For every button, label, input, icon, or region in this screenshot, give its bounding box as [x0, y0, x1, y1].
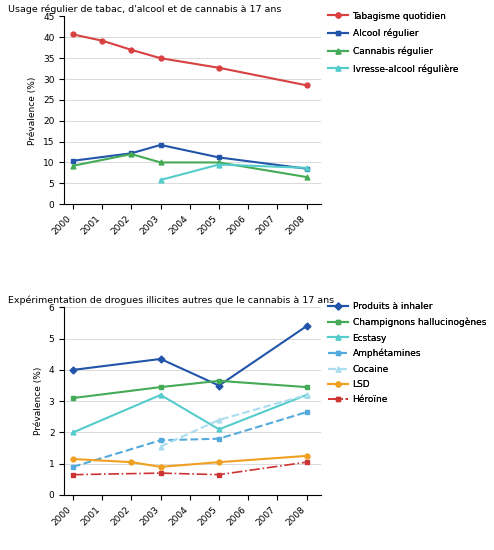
LSD [128, 459, 134, 465]
Line: Alcool régulier: Alcool régulier [71, 142, 309, 171]
Ivresse-alcool régulière [304, 164, 310, 171]
LSD [304, 453, 310, 459]
Y-axis label: Prévalence (%): Prévalence (%) [29, 76, 38, 145]
Amphétamines [216, 436, 222, 442]
Produits à inhaler [70, 367, 76, 373]
Alcool régulier [128, 150, 134, 157]
Cannabis régulier [304, 174, 310, 180]
Line: Amphétamines: Amphétamines [71, 410, 309, 469]
Cannabis régulier [128, 151, 134, 157]
Line: Champignons hallucinogènes: Champignons hallucinogènes [71, 378, 309, 400]
Ecstasy [216, 426, 222, 433]
Text: Expérimentation de drogues illicites autres que le cannabis à 17 ans: Expérimentation de drogues illicites aut… [8, 296, 334, 305]
Champignons hallucinogènes [304, 384, 310, 390]
Cocaine [158, 443, 164, 450]
Line: Ecstasy: Ecstasy [71, 393, 309, 435]
Y-axis label: Prévalence (%): Prévalence (%) [34, 367, 43, 436]
Ecstasy [158, 392, 164, 398]
Héroïne [158, 470, 164, 476]
Amphétamines [70, 464, 76, 470]
Champignons hallucinogènes [158, 384, 164, 390]
Tabagisme quotidien [128, 47, 134, 53]
Tabagisme quotidien [304, 82, 310, 89]
Héroïne [216, 471, 222, 478]
Produits à inhaler [158, 356, 164, 362]
Produits à inhaler [304, 323, 310, 329]
Cannabis régulier [158, 159, 164, 166]
LSD [70, 456, 76, 463]
Tabagisme quotidien [216, 64, 222, 71]
Line: Cannabis régulier: Cannabis régulier [71, 152, 309, 179]
Alcool régulier [216, 154, 222, 161]
Alcool régulier [70, 157, 76, 164]
LSD [158, 464, 164, 470]
Héroïne [304, 459, 310, 465]
Line: Héroïne: Héroïne [71, 460, 309, 477]
Legend: Produits à inhaler, Champignons hallucinogènes, Ecstasy, Amphétamines, Cocaine, : Produits à inhaler, Champignons hallucin… [328, 302, 486, 404]
Ecstasy [304, 392, 310, 398]
Tabagisme quotidien [70, 31, 76, 38]
LSD [216, 459, 222, 465]
Line: Tabagisme quotidien: Tabagisme quotidien [71, 32, 309, 88]
Alcool régulier [304, 166, 310, 172]
Produits à inhaler [216, 382, 222, 389]
Héroïne [70, 471, 76, 478]
Ecstasy [70, 429, 76, 436]
Ivresse-alcool régulière [216, 161, 222, 168]
Cocaine [216, 417, 222, 424]
Line: Ivresse-alcool régulière: Ivresse-alcool régulière [158, 162, 309, 183]
Champignons hallucinogènes [216, 377, 222, 384]
Line: Cocaine: Cocaine [158, 393, 309, 449]
Tabagisme quotidien [99, 37, 105, 44]
Alcool régulier [158, 142, 164, 148]
Cocaine [304, 392, 310, 398]
Legend: Tabagisme quotidien, Alcool régulier, Cannabis régulier, Ivresse-alcool régulièr: Tabagisme quotidien, Alcool régulier, Ca… [328, 12, 458, 74]
Amphétamines [304, 409, 310, 415]
Champignons hallucinogènes [70, 395, 76, 402]
Ivresse-alcool régulière [158, 177, 164, 183]
Amphétamines [158, 437, 164, 443]
Line: Produits à inhaler: Produits à inhaler [71, 324, 309, 388]
Tabagisme quotidien [158, 55, 164, 62]
Cannabis régulier [70, 162, 76, 169]
Cannabis régulier [216, 159, 222, 166]
Line: LSD: LSD [71, 454, 309, 469]
Text: Usage régulier de tabac, d'alcool et de cannabis à 17 ans: Usage régulier de tabac, d'alcool et de … [8, 5, 281, 14]
